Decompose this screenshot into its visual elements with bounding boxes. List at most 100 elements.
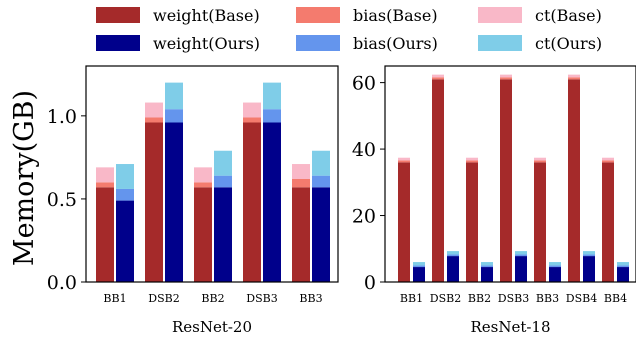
bar-resnet-20-bb2-bias-ours [214, 175, 232, 188]
bar-resnet-18-bb3-weight-base [534, 162, 546, 282]
bar-resnet-20-bb1-ct-ours [116, 164, 134, 189]
x-tick-label-bb4: BB4 [604, 292, 627, 305]
x-tick-label-dsb3: DSB3 [498, 292, 529, 305]
bar-resnet-20-bb2-weight-base [194, 187, 212, 282]
bar-resnet-20-bb1-weight-base [96, 187, 114, 282]
legend-label-bias-ours: bias(Ours) [353, 34, 438, 53]
bar-resnet-20-bb2-weight-ours [214, 187, 232, 282]
bar-resnet-18-dsb2-bias-ours [447, 254, 459, 257]
bar-resnet-18-bb4-ct-ours [617, 262, 629, 266]
bar-resnet-20-bb1-bias-base [96, 182, 114, 188]
bar-resnet-18-dsb3-ct-ours [515, 251, 527, 255]
y-tick-label: 60 [352, 73, 376, 95]
plot-frame [85, 65, 339, 283]
legend-swatch-bias-base [296, 7, 340, 23]
legend-label-ct-base: ct(Base) [535, 6, 602, 25]
bar-resnet-18-bb1-weight-ours [413, 267, 425, 282]
y-tick-label: 20 [352, 206, 376, 228]
x-axis-label: ResNet-18 [470, 318, 550, 336]
bar-resnet-18-bb1-ct-base [398, 157, 410, 161]
legend-label-bias-base: bias(Base) [353, 6, 438, 25]
x-tick-label-bb2: BB2 [468, 292, 491, 305]
bar-resnet-18-dsb3-weight-ours [515, 256, 527, 282]
bar-resnet-18-dsb4-weight-base [568, 79, 580, 283]
plot-frame [384, 65, 636, 283]
y-tick-label: 0 [364, 272, 376, 294]
bar-resnet-18-bb4-weight-base [602, 162, 614, 282]
legend-label-weight-base: weight(Base) [153, 6, 260, 25]
panel-resnet-18: BB1 DSB2 BB2 DSB3 BB3 DSB4 BB4 0 20 40 60 ResNet-18 [352, 65, 636, 336]
bar-resnet-18-bb3-weight-ours [549, 267, 561, 282]
bar-resnet-18-bb1-weight-base [398, 162, 410, 282]
bar-resnet-20-dsb2-ct-ours [165, 82, 183, 110]
bar-resnet-20-bb1-bias-ours [116, 188, 134, 201]
bar-resnet-20-dsb3-weight-ours [263, 122, 281, 282]
bar-resnet-18-bb2-bias-base [466, 160, 478, 163]
bar-resnet-20-dsb2-weight-base [145, 122, 163, 282]
bar-resnet-20-dsb3-bias-base [243, 117, 261, 123]
bar-resnet-18-dsb3-ct-base [500, 74, 512, 78]
y-axis-label: Memory(GB) [9, 90, 40, 266]
y-tick-label: 1.0 [47, 106, 77, 128]
bar-resnet-18-dsb2-ct-base [432, 74, 444, 78]
bar-resnet-18-dsb2-ct-ours [447, 251, 459, 255]
x-tick-label-dsb4: DSB4 [566, 292, 597, 305]
bar-resnet-18-bb4-weight-ours [617, 267, 629, 282]
legend-swatch-ct-base [478, 7, 522, 23]
bar-resnet-18-bb3-bias-ours [549, 265, 561, 268]
bar-resnet-18-bb3-ct-base [534, 157, 546, 161]
bar-resnet-18-dsb3-bias-base [500, 77, 512, 80]
bar-resnet-18-dsb4-ct-ours [583, 251, 595, 255]
bar-resnet-18-dsb4-weight-ours [583, 256, 595, 282]
legend-label-weight-ours: weight(Ours) [153, 34, 260, 53]
bar-resnet-20-bb2-bias-base [194, 182, 212, 188]
bar-resnet-20-dsb3-ct-ours [263, 82, 281, 110]
y-tick-label: 0.0 [47, 272, 77, 294]
bar-resnet-18-dsb4-bias-base [568, 77, 580, 80]
bar-resnet-18-bb2-weight-base [466, 162, 478, 282]
bar-resnet-20-bb2-ct-ours [214, 150, 232, 176]
panel-resnet-20: BB1 DSB2 BB2 DSB3 BB3 0.0 0.5 1.0 ResNet-20 [47, 65, 339, 336]
bar-resnet-18-bb2-weight-ours [481, 267, 493, 282]
bar-resnet-18-bb4-ct-base [602, 157, 614, 161]
bar-resnet-18-bb2-ct-base [466, 157, 478, 161]
bar-resnet-20-bb1-ct-base [96, 167, 114, 183]
y-tick-label: 0.5 [47, 189, 77, 211]
bar-resnet-20-bb3-ct-base [292, 164, 310, 179]
bar-resnet-18-bb3-ct-ours [549, 262, 561, 266]
x-tick-label-bb2: BB2 [201, 292, 224, 305]
bar-resnet-18-bb1-bias-base [398, 160, 410, 163]
legend: weight(Base) bias(Base) ct(Base) weight(Our… [96, 6, 602, 53]
bar-resnet-18-dsb4-ct-base [568, 74, 580, 78]
bar-resnet-20-bb3-bias-ours [312, 175, 330, 188]
bar-resnet-18-dsb2-bias-base [432, 77, 444, 80]
bar-resnet-18-bb4-bias-ours [617, 265, 629, 268]
legend-swatch-weight-base [96, 7, 140, 23]
bar-resnet-20-dsb2-weight-ours [165, 122, 183, 282]
x-tick-label-dsb2: DSB2 [148, 292, 179, 305]
x-tick-label-dsb3: DSB3 [246, 292, 277, 305]
bar-resnet-20-bb2-ct-base [194, 167, 212, 183]
bar-resnet-18-bb4-bias-base [602, 160, 614, 163]
x-tick-label-bb1: BB1 [400, 292, 423, 305]
bar-resnet-20-dsb3-bias-ours [263, 109, 281, 123]
bar-resnet-20-dsb2-ct-base [145, 102, 163, 118]
bar-resnet-18-bb2-ct-ours [481, 262, 493, 266]
bar-resnet-20-bb3-weight-base [292, 187, 310, 282]
x-tick-label-bb1: BB1 [103, 292, 126, 305]
bar-resnet-20-dsb2-bias-ours [165, 109, 183, 123]
bar-resnet-18-dsb2-weight-ours [447, 256, 459, 282]
bar-resnet-18-bb3-bias-base [534, 160, 546, 163]
bar-resnet-18-dsb3-weight-base [500, 79, 512, 283]
bar-resnet-18-bb1-bias-ours [413, 265, 425, 268]
bar-resnet-20-bb3-weight-ours [312, 187, 330, 282]
bar-resnet-20-bb3-bias-base [292, 178, 310, 188]
bar-resnet-20-dsb3-ct-base [243, 102, 261, 118]
x-tick-label-dsb2: DSB2 [430, 292, 461, 305]
x-tick-label-bb3: BB3 [536, 292, 559, 305]
bar-resnet-18-bb2-bias-ours [481, 265, 493, 268]
legend-swatch-weight-ours [96, 35, 140, 51]
x-tick-label-bb3: BB3 [299, 292, 322, 305]
legend-label-ct-ours: ct(Ours) [535, 34, 602, 53]
bar-resnet-20-dsb2-bias-base [145, 117, 163, 123]
